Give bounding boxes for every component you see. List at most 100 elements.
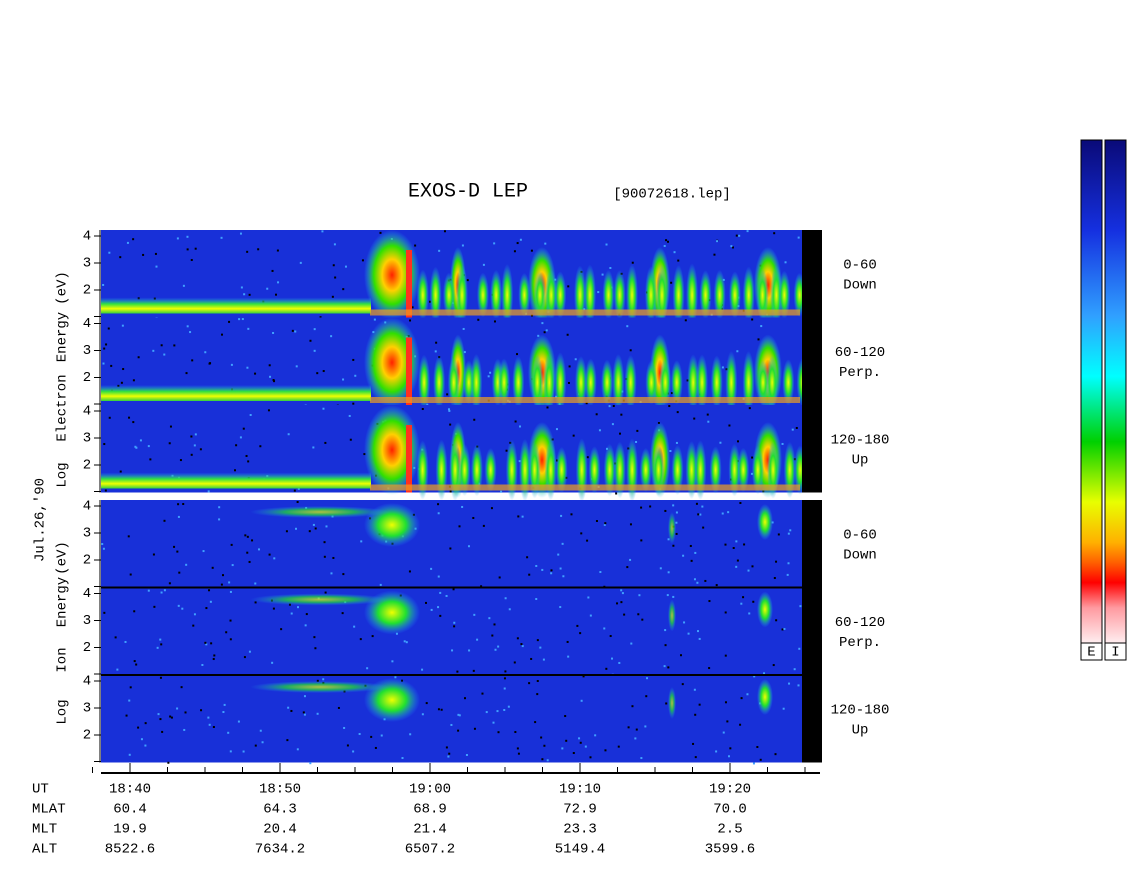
noise (371, 635, 374, 638)
noise (582, 675, 585, 678)
noise (537, 334, 540, 337)
spectrogram (101, 500, 802, 588)
noise (595, 413, 598, 416)
noise (526, 556, 529, 559)
noise (211, 566, 214, 569)
noise (242, 750, 245, 753)
noise (305, 613, 308, 616)
noise (611, 657, 614, 660)
noise (303, 695, 306, 698)
noise (309, 762, 312, 765)
noise (739, 502, 742, 505)
noise (621, 592, 624, 595)
noise (482, 263, 485, 266)
noise (176, 550, 179, 553)
noise (296, 748, 299, 751)
activity (782, 359, 795, 406)
x-tick-label: 19:20 (709, 782, 751, 798)
noise (451, 649, 454, 652)
noise (268, 364, 271, 367)
noise (721, 366, 724, 369)
noise (694, 756, 697, 759)
noise (644, 725, 647, 728)
noise (696, 581, 699, 584)
x-tick-label: 21.4 (413, 822, 447, 838)
noise (513, 661, 516, 664)
activity (456, 264, 469, 326)
noise (461, 505, 464, 508)
y-tick-label: 3 (83, 613, 91, 629)
colorbar (1104, 139, 1127, 644)
noise (540, 736, 543, 739)
noise (239, 232, 242, 235)
noise (544, 242, 547, 245)
y-tick-label: 3 (83, 256, 91, 272)
activity (756, 268, 769, 322)
noise (259, 729, 262, 732)
noise (574, 358, 577, 361)
noise (448, 752, 451, 755)
noise (370, 735, 373, 738)
data-gap (802, 500, 822, 588)
noise (609, 635, 612, 638)
noise (107, 327, 110, 330)
noise (747, 569, 750, 572)
noise (580, 532, 583, 535)
noise (728, 424, 731, 427)
activity (742, 350, 755, 415)
noise (566, 333, 569, 336)
activity (583, 264, 596, 326)
noise (233, 469, 236, 472)
noise (324, 591, 327, 594)
noise (722, 731, 725, 734)
noise (751, 318, 754, 321)
noise (452, 588, 455, 591)
noise (128, 416, 131, 419)
noise (528, 682, 531, 685)
noise (693, 417, 696, 420)
noise (742, 596, 745, 599)
noise (101, 543, 104, 546)
noise (753, 675, 756, 678)
noise (254, 744, 257, 747)
noise (342, 288, 345, 291)
noise (308, 530, 311, 533)
noise (612, 405, 615, 408)
noise (559, 606, 562, 609)
noise (324, 441, 327, 444)
noise (272, 331, 275, 334)
x-tick-label: 8522.6 (105, 842, 155, 858)
noise (425, 702, 428, 705)
noise (457, 729, 460, 732)
noise (545, 329, 548, 332)
noise (605, 243, 608, 246)
noise (692, 742, 695, 745)
noise (638, 594, 641, 597)
noise (617, 745, 620, 748)
noise (726, 720, 729, 723)
noise (694, 551, 697, 554)
noise (579, 741, 582, 744)
floor (370, 397, 800, 403)
noise (341, 612, 344, 615)
noise (321, 230, 324, 233)
activity (544, 439, 557, 501)
noise (730, 245, 733, 248)
data-gap (802, 675, 822, 763)
noise (304, 624, 307, 627)
noise (163, 589, 166, 592)
activity (531, 354, 544, 411)
noise (676, 411, 679, 414)
noise (773, 577, 776, 580)
noise (103, 443, 106, 446)
activity (443, 272, 456, 318)
noise (434, 350, 437, 353)
noise (437, 575, 440, 578)
noise (225, 631, 228, 634)
noise (453, 625, 456, 628)
noise (748, 407, 751, 410)
tail (250, 593, 390, 606)
noise (110, 364, 113, 367)
noise (360, 540, 363, 543)
